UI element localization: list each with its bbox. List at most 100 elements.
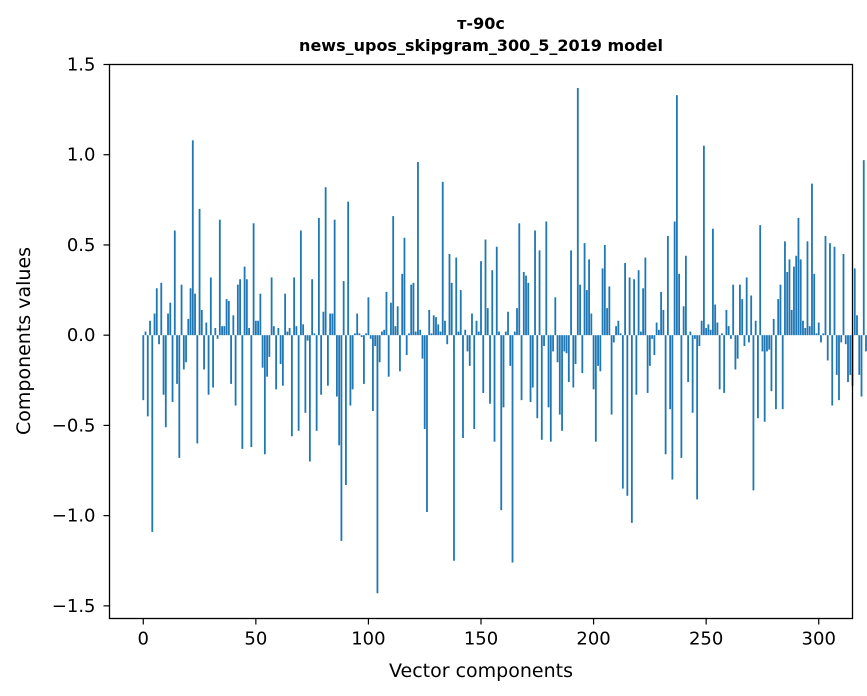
bar-158 <box>498 331 500 336</box>
bar-118 <box>408 333 410 336</box>
bar-72 <box>304 335 307 413</box>
bar-142 <box>462 335 464 439</box>
bar-275 <box>761 335 764 352</box>
bar-218 <box>633 279 635 336</box>
bar-73 <box>306 335 309 341</box>
bar-302 <box>822 333 825 336</box>
bar-269 <box>748 335 750 343</box>
bar-317 <box>856 315 858 336</box>
bar-144 <box>466 335 469 352</box>
bar-161 <box>504 331 507 336</box>
bar-103 <box>374 335 377 347</box>
bar-58 <box>272 326 275 336</box>
bar-239 <box>680 335 683 458</box>
bar-47 <box>248 327 250 336</box>
bar-113 <box>396 306 399 336</box>
bar-114 <box>399 335 401 372</box>
bar-295 <box>806 241 809 336</box>
bar-78 <box>317 217 320 336</box>
bar-41 <box>234 335 237 406</box>
bar-119 <box>410 284 413 336</box>
bar-207 <box>608 286 611 336</box>
bar-186 <box>561 335 563 431</box>
bar-70 <box>299 230 302 336</box>
chart-subtitle: news_upos_skipgram_300_5_2019 model <box>299 36 663 55</box>
bar-162 <box>507 311 509 336</box>
bar-128 <box>430 333 433 336</box>
bar-210 <box>615 326 617 336</box>
bar-138 <box>453 335 455 561</box>
bar-234 <box>669 335 672 410</box>
bar-104 <box>376 335 379 594</box>
bar-89 <box>342 281 345 336</box>
bar-318 <box>858 335 861 375</box>
bar-56 <box>268 335 271 357</box>
bar-310 <box>840 335 843 343</box>
bar-45 <box>243 266 246 336</box>
bar-139 <box>455 257 458 336</box>
y-tick-label: 0.0 <box>67 325 96 346</box>
y-tick-label: −1.5 <box>52 596 96 617</box>
bar-90 <box>345 335 347 485</box>
bar-137 <box>450 282 453 336</box>
x-tick-label: 200 <box>576 629 610 650</box>
bar-97 <box>360 335 363 337</box>
bar-44 <box>241 335 244 449</box>
bar-112 <box>394 326 397 336</box>
bar-297 <box>811 183 813 336</box>
bar-203 <box>599 335 602 372</box>
bar-64 <box>286 331 289 336</box>
y-tick-label: −0.5 <box>52 415 96 436</box>
bar-263 <box>734 335 737 370</box>
bar-75 <box>311 279 314 336</box>
bar-62 <box>281 335 284 386</box>
bar-156 <box>493 335 496 442</box>
bar-194 <box>579 284 581 336</box>
bar-15 <box>176 335 178 384</box>
bar-136 <box>448 253 451 336</box>
bar-35 <box>221 326 223 336</box>
bar-123 <box>419 329 422 336</box>
bar-151 <box>482 335 485 393</box>
bar-313 <box>847 335 849 383</box>
bar-214 <box>624 263 626 336</box>
bar-11 <box>167 313 169 336</box>
bar-63 <box>284 293 287 336</box>
bar-264 <box>736 335 739 359</box>
bar-254 <box>714 304 717 336</box>
bar-200 <box>592 335 595 390</box>
bar-65 <box>288 327 291 336</box>
x-tick-label: 250 <box>689 629 723 650</box>
bar-311 <box>842 253 845 336</box>
y-tick-label: 0.5 <box>67 235 96 256</box>
plot-frame <box>108 63 854 620</box>
bar-228 <box>655 322 658 336</box>
bar-140 <box>457 331 460 336</box>
bar-14 <box>173 230 176 336</box>
bar-81 <box>324 187 327 336</box>
bar-178 <box>543 335 545 347</box>
bar-193 <box>576 87 579 336</box>
bar-46 <box>245 279 248 336</box>
bar-225 <box>648 335 651 366</box>
bar-278 <box>768 335 771 350</box>
bar-9 <box>162 335 165 395</box>
bar-292 <box>799 259 802 336</box>
bar-321 <box>865 335 867 352</box>
bar-134 <box>444 320 446 336</box>
bar-2 <box>146 335 149 417</box>
bar-88 <box>340 335 343 541</box>
bar-87 <box>338 335 341 446</box>
bar-83 <box>329 313 332 336</box>
bar-251 <box>707 324 710 336</box>
bar-209 <box>612 335 615 343</box>
bar-133 <box>441 181 444 336</box>
chart-title: т-90с <box>457 14 505 33</box>
bar-237 <box>675 95 678 336</box>
bar-13 <box>171 335 174 402</box>
bar-183 <box>554 297 557 336</box>
bar-288 <box>790 309 793 336</box>
bar-289 <box>793 266 795 336</box>
bar-282 <box>777 299 780 336</box>
bar-77 <box>315 335 318 431</box>
